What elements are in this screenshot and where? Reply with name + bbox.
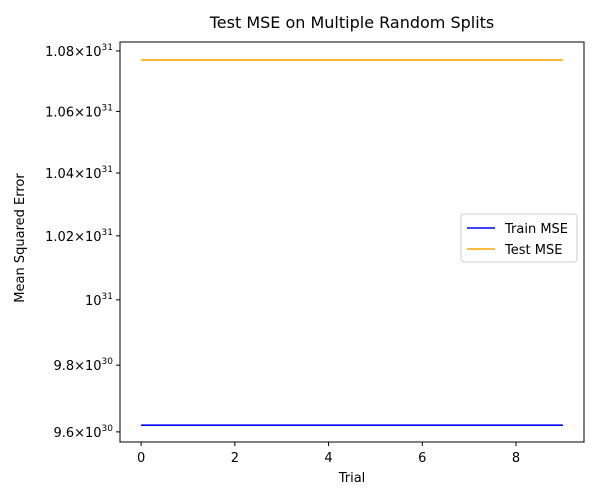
x-tick-label: 2 xyxy=(231,451,239,466)
y-tick-label: 9.8×1030 xyxy=(53,357,113,374)
x-axis-label: Trial xyxy=(338,471,366,486)
x-tick-label: 0 xyxy=(137,451,145,466)
plot-layer: 0 2 4 6 8 9.6×1030 9.8×1030 1031 1.02×1031 1.04×1… xyxy=(45,41,585,466)
y-tick-label: 1.02×1031 xyxy=(45,228,113,245)
y-tick-label: 1031 xyxy=(85,292,113,309)
y-tick-label: 1.04×1031 xyxy=(45,165,113,182)
legend-label: Train MSE xyxy=(504,222,568,237)
x-tick-label: 4 xyxy=(324,451,332,466)
y-axis-label: Mean Squared Error xyxy=(13,173,28,303)
legend-box xyxy=(460,213,578,263)
x-tick-label: 8 xyxy=(512,451,520,466)
y-tick-label: 9.6×1030 xyxy=(53,424,113,441)
x-tick-label: 6 xyxy=(418,451,426,466)
y-tick-label: 1.08×1031 xyxy=(45,43,113,60)
chart-title: Test MSE on Multiple Random Splits xyxy=(209,13,495,32)
legend: Train MSE Test MSE xyxy=(460,213,578,263)
legend-label: Test MSE xyxy=(504,243,562,258)
plot-frame xyxy=(119,41,585,443)
y-tick-label: 1.06×1031 xyxy=(45,103,113,120)
